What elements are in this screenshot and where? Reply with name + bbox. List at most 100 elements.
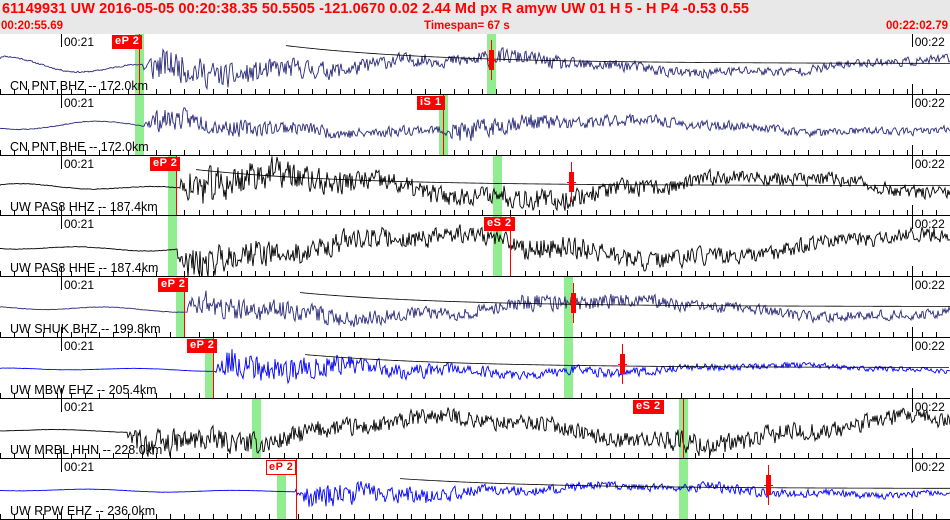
trace-panel[interactable]: eP 2 UW RPW EHZ -- 236.0km 00:21 00:22	[0, 459, 950, 520]
trace-panel[interactable]: eS 2 UW PAS8 HHE -- 187.4km 00:21 00:22	[0, 216, 950, 277]
seismic-waveform	[0, 45, 950, 91]
axis-tick	[57, 331, 58, 338]
axis-tick	[766, 271, 767, 277]
pick-highlight-band	[493, 216, 502, 276]
axis-tick	[184, 392, 185, 399]
phase-pick-line[interactable]	[139, 34, 140, 94]
axis-tick	[553, 149, 554, 156]
axis-tick	[751, 392, 752, 399]
axis-tick	[425, 271, 426, 277]
phase-pick-label[interactable]: eS 2	[484, 217, 515, 232]
axis-tick	[581, 514, 582, 520]
axis-tick	[284, 392, 285, 399]
phase-pick-line[interactable]	[683, 398, 684, 459]
axis-tick	[525, 271, 526, 277]
axis-tick	[851, 210, 852, 217]
trace-panel[interactable]: eP 2 CN PNT BHZ -- 172.0km 00:21 00:22	[0, 34, 950, 95]
phase-pick-label[interactable]: eS 2	[633, 399, 664, 414]
axis-tick-top	[61, 94, 62, 108]
trace-panel-stack[interactable]: eP 2 CN PNT BHZ -- 172.0km 00:21 00:22 iS 1 C…	[0, 34, 950, 520]
axis-tick	[766, 149, 767, 156]
axis-tick	[298, 453, 299, 460]
axis-tick	[808, 271, 809, 277]
axis-tick	[510, 88, 511, 95]
phase-pick-label[interactable]: iS 1	[417, 95, 445, 110]
phase-pick-line[interactable]	[184, 277, 185, 337]
axis-tick	[383, 149, 384, 156]
phase-pick-label[interactable]: eP 2	[150, 156, 181, 171]
axis-tick	[596, 271, 597, 277]
axis-tick	[0, 453, 1, 460]
axis-tick	[199, 271, 200, 277]
axis-tick	[936, 514, 937, 520]
axis-tick	[28, 331, 29, 338]
channel-label: UW RPW EHZ -- 236.0km	[10, 504, 156, 518]
axis-tick	[808, 88, 809, 95]
axis-tick	[440, 271, 441, 277]
axis-tick	[241, 149, 242, 156]
trace-panel[interactable]: iS 1 CN PNT BHE -- 172.0km 00:21 00:22	[0, 94, 950, 156]
axis-tick	[43, 271, 44, 277]
axis-tick	[610, 392, 611, 399]
axis-tick	[71, 453, 72, 460]
axis-tick	[567, 88, 568, 95]
axis-tick	[922, 514, 923, 520]
trace-panel[interactable]: eP 2 UW SHUK BHZ -- 199.8km 00:21 00:22	[0, 277, 950, 338]
axis-tick	[0, 149, 1, 156]
axis-tick	[468, 210, 469, 217]
axis-tick	[681, 392, 682, 399]
phase-pick-label[interactable]: eP 2	[187, 338, 218, 353]
axis-tick	[780, 453, 781, 460]
axis-tick	[468, 392, 469, 399]
axis-tick	[666, 514, 667, 520]
axis-tick	[255, 331, 256, 338]
axis-tick	[170, 453, 171, 460]
phase-pick-label[interactable]: eP 2	[266, 460, 297, 476]
axis-tick	[879, 331, 880, 338]
axis-tick	[454, 453, 455, 460]
phase-pick-line[interactable]	[510, 216, 511, 276]
time-axis	[0, 336, 950, 338]
axis-tick	[907, 453, 908, 460]
axis-tick	[411, 514, 412, 520]
axis-tick	[340, 88, 341, 95]
axis-tick	[780, 514, 781, 520]
phase-pick-line[interactable]	[443, 94, 444, 155]
phase-pick-label[interactable]: eP 2	[112, 35, 143, 49]
axis-tick	[922, 271, 923, 277]
phase-pick-line[interactable]	[296, 459, 297, 519]
time-axis	[0, 458, 950, 460]
axis-tick-major	[61, 266, 62, 277]
axis-tick	[865, 271, 866, 277]
axis-tick	[794, 88, 795, 95]
axis-tick	[581, 392, 582, 399]
axis-tick	[496, 514, 497, 520]
axis-tick	[468, 514, 469, 520]
axis-tick	[85, 514, 86, 520]
axis-tick-major	[61, 448, 62, 460]
trace-panel[interactable]: eP 2 UW PAS8 HHZ -- 187.4km 00:21 00:22	[0, 155, 950, 217]
axis-tick	[340, 271, 341, 277]
axis-tick	[383, 392, 384, 399]
axis-tick	[922, 392, 923, 399]
axis-tick	[837, 149, 838, 156]
trace-panel[interactable]: eS 2 UW MRBL HHN -- 228.0km 00:21 00:22	[0, 398, 950, 460]
axis-tick	[468, 271, 469, 277]
axis-tick	[199, 392, 200, 399]
axis-tick-major	[912, 205, 913, 217]
axis-tick	[128, 271, 129, 277]
axis-tick	[354, 514, 355, 520]
phase-pick-line[interactable]	[176, 155, 177, 216]
axis-tick	[581, 453, 582, 460]
axis-tick	[666, 453, 667, 460]
axis-tick	[638, 453, 639, 460]
axis-tick	[525, 453, 526, 460]
trace-panel[interactable]: eP 2 UW MBW EHZ -- 205.4km 00:21 00:22	[0, 337, 950, 399]
phase-pick-line[interactable]	[213, 337, 214, 398]
axis-tick	[695, 453, 696, 460]
phase-pick-label[interactable]: eP 2	[158, 278, 189, 292]
axis-tick-top	[912, 277, 913, 290]
axis-tick	[440, 331, 441, 338]
axis-tick	[510, 331, 511, 338]
axis-tick	[510, 149, 511, 156]
